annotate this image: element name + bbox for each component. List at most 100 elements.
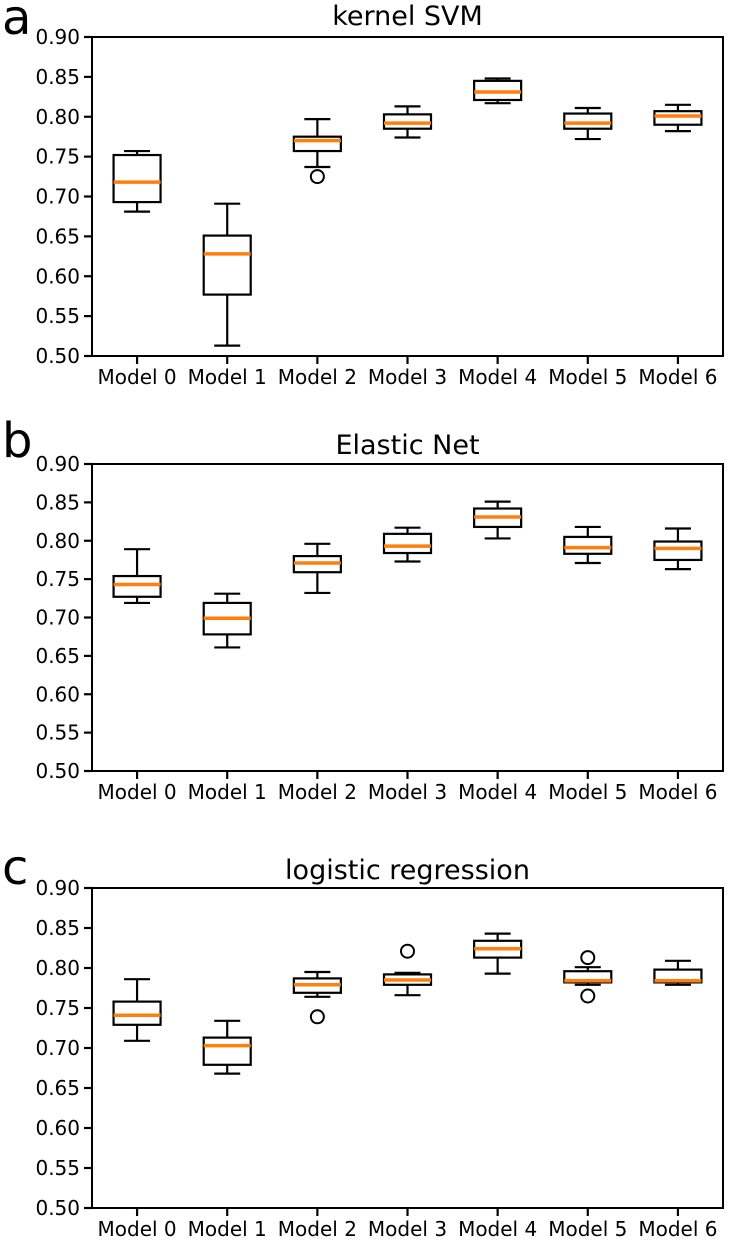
panel-kernel-svm: a kernel SVM 0.50 0.55 0.60 0.65 0.70 0.75 0.8… bbox=[0, 0, 729, 415]
iqr-box bbox=[292, 135, 342, 153]
y-tick-label: 0.85 bbox=[35, 65, 80, 89]
x-tick-label: Model 0 bbox=[98, 1217, 177, 1240]
panel-title-logistic-regression: logistic regression bbox=[285, 855, 530, 886]
x-tick-label: Model 0 bbox=[98, 780, 177, 804]
x-tick-label: Model 5 bbox=[548, 780, 627, 804]
y-tick-label: 0.65 bbox=[35, 1076, 80, 1100]
panel-elastic-net: b Elastic Net 0.50 0.55 0.60 0.65 0.70 0.75 0.… bbox=[0, 415, 729, 838]
box-model-4 bbox=[473, 500, 523, 540]
iqr-box bbox=[112, 574, 162, 598]
box-model-4 bbox=[473, 77, 523, 105]
x-tick-label: Model 2 bbox=[278, 1217, 357, 1240]
y-tick-label: 0.90 bbox=[35, 452, 80, 476]
y-tick-label: 0.60 bbox=[35, 682, 80, 706]
y-tick-label: 0.50 bbox=[35, 1196, 80, 1220]
box-model-3 bbox=[382, 105, 433, 139]
box-model-3 bbox=[382, 943, 433, 997]
iqr-box bbox=[112, 153, 162, 204]
y-tick-label: 0.75 bbox=[35, 996, 80, 1020]
x-tick-label: Model 3 bbox=[368, 780, 447, 804]
box-model-0 bbox=[112, 548, 162, 605]
x-tick-label: Model 3 bbox=[368, 365, 447, 389]
outlier-point bbox=[580, 988, 596, 1004]
box-model-6 bbox=[653, 103, 703, 133]
box-model-2 bbox=[292, 970, 342, 1025]
box-model-2 bbox=[292, 118, 342, 185]
box-model-5 bbox=[563, 950, 613, 1004]
y-tick-label: 0.90 bbox=[35, 25, 80, 49]
box-model-0 bbox=[112, 978, 162, 1042]
x-tick-label: Model 5 bbox=[548, 365, 627, 389]
x-tick-label: Model 3 bbox=[368, 1217, 447, 1240]
x-tick-label: Model 4 bbox=[458, 365, 537, 389]
plot-border bbox=[91, 36, 724, 357]
y-tick-label: 0.65 bbox=[35, 224, 80, 248]
y-tick-label: 0.50 bbox=[35, 344, 80, 368]
y-tick-label: 0.70 bbox=[35, 185, 80, 209]
box-model-5 bbox=[563, 106, 613, 141]
panel-title-elastic-net: Elastic Net bbox=[335, 430, 480, 461]
boxplot-elastic-net: 0.50 0.55 0.60 0.65 0.70 0.75 0.80 0.85 0.90 Mode… bbox=[35, 452, 724, 804]
x-tick-label: Model 0 bbox=[98, 365, 177, 389]
box-model-6 bbox=[653, 959, 703, 986]
box-model-1 bbox=[202, 1019, 252, 1075]
y-tick-label: 0.55 bbox=[35, 304, 80, 328]
y-tick-label: 0.75 bbox=[35, 567, 80, 591]
y-tick-label: 0.80 bbox=[35, 956, 80, 980]
box-model-6 bbox=[653, 527, 703, 571]
y-tick-label: 0.55 bbox=[35, 721, 80, 745]
iqr-box bbox=[382, 532, 433, 555]
y-tick-label: 0.60 bbox=[35, 1116, 80, 1140]
plot-border bbox=[91, 887, 724, 1209]
x-tick-label: Model 2 bbox=[278, 365, 357, 389]
iqr-box bbox=[112, 1000, 162, 1026]
x-tick-label: Model 1 bbox=[188, 780, 267, 804]
y-tick-label: 0.80 bbox=[35, 105, 80, 129]
outlier-point bbox=[309, 169, 325, 185]
x-tick-label: Model 6 bbox=[638, 780, 717, 804]
iqr-box bbox=[202, 1036, 252, 1066]
y-tick-label: 0.60 bbox=[35, 264, 80, 288]
y-tick-label: 0.90 bbox=[35, 876, 80, 900]
outlier-point bbox=[309, 1009, 325, 1025]
box-model-1 bbox=[202, 592, 252, 649]
iqr-box bbox=[653, 110, 703, 126]
box-model-2 bbox=[292, 542, 342, 595]
y-tick-label: 0.85 bbox=[35, 916, 80, 940]
box-model-4 bbox=[473, 932, 523, 975]
x-tick-label: Model 4 bbox=[458, 1217, 537, 1240]
panel-letter-a: a bbox=[2, 0, 32, 46]
x-tick-label: Model 5 bbox=[548, 1217, 627, 1240]
y-tick-label: 0.65 bbox=[35, 644, 80, 668]
box-model-5 bbox=[563, 525, 613, 565]
boxplot-logistic-regression: 0.50 0.55 0.60 0.65 0.70 0.75 0.80 0.85 0.90 Mode… bbox=[35, 876, 724, 1240]
iqr-box bbox=[563, 535, 613, 555]
y-tick-label: 0.50 bbox=[35, 759, 80, 783]
x-tick-label: Model 6 bbox=[638, 1217, 717, 1240]
outlier-point bbox=[400, 943, 415, 959]
y-tick-label: 0.80 bbox=[35, 529, 80, 553]
iqr-box bbox=[563, 112, 613, 130]
y-tick-label: 0.85 bbox=[35, 490, 80, 514]
iqr-box bbox=[653, 540, 703, 562]
panel-title-kernel-svm: kernel SVM bbox=[332, 1, 483, 32]
boxplot-kernel-svm: 0.50 0.55 0.60 0.65 0.70 0.75 0.80 0.85 0.90 Mode… bbox=[35, 25, 724, 389]
x-tick-label: Model 1 bbox=[188, 365, 267, 389]
x-tick-label: Model 4 bbox=[458, 780, 537, 804]
y-tick-label: 0.75 bbox=[35, 145, 80, 169]
iqr-box bbox=[202, 234, 252, 296]
box-model-1 bbox=[202, 202, 252, 347]
outlier-point bbox=[580, 950, 596, 966]
plot-border bbox=[91, 463, 724, 772]
panel-letter-c: c bbox=[2, 840, 29, 896]
panel-logistic-regression: c logistic regression 0.50 0.55 0.60 0.65 0.… bbox=[0, 838, 729, 1240]
x-tick-label: Model 2 bbox=[278, 780, 357, 804]
y-tick-label: 0.70 bbox=[35, 1036, 80, 1060]
y-tick-label: 0.55 bbox=[35, 1156, 80, 1180]
y-tick-label: 0.70 bbox=[35, 606, 80, 630]
x-tick-label: Model 6 bbox=[638, 365, 717, 389]
panel-letter-b: b bbox=[2, 413, 33, 469]
x-tick-label: Model 1 bbox=[188, 1217, 267, 1240]
box-model-0 bbox=[112, 149, 162, 213]
box-model-3 bbox=[382, 526, 433, 563]
